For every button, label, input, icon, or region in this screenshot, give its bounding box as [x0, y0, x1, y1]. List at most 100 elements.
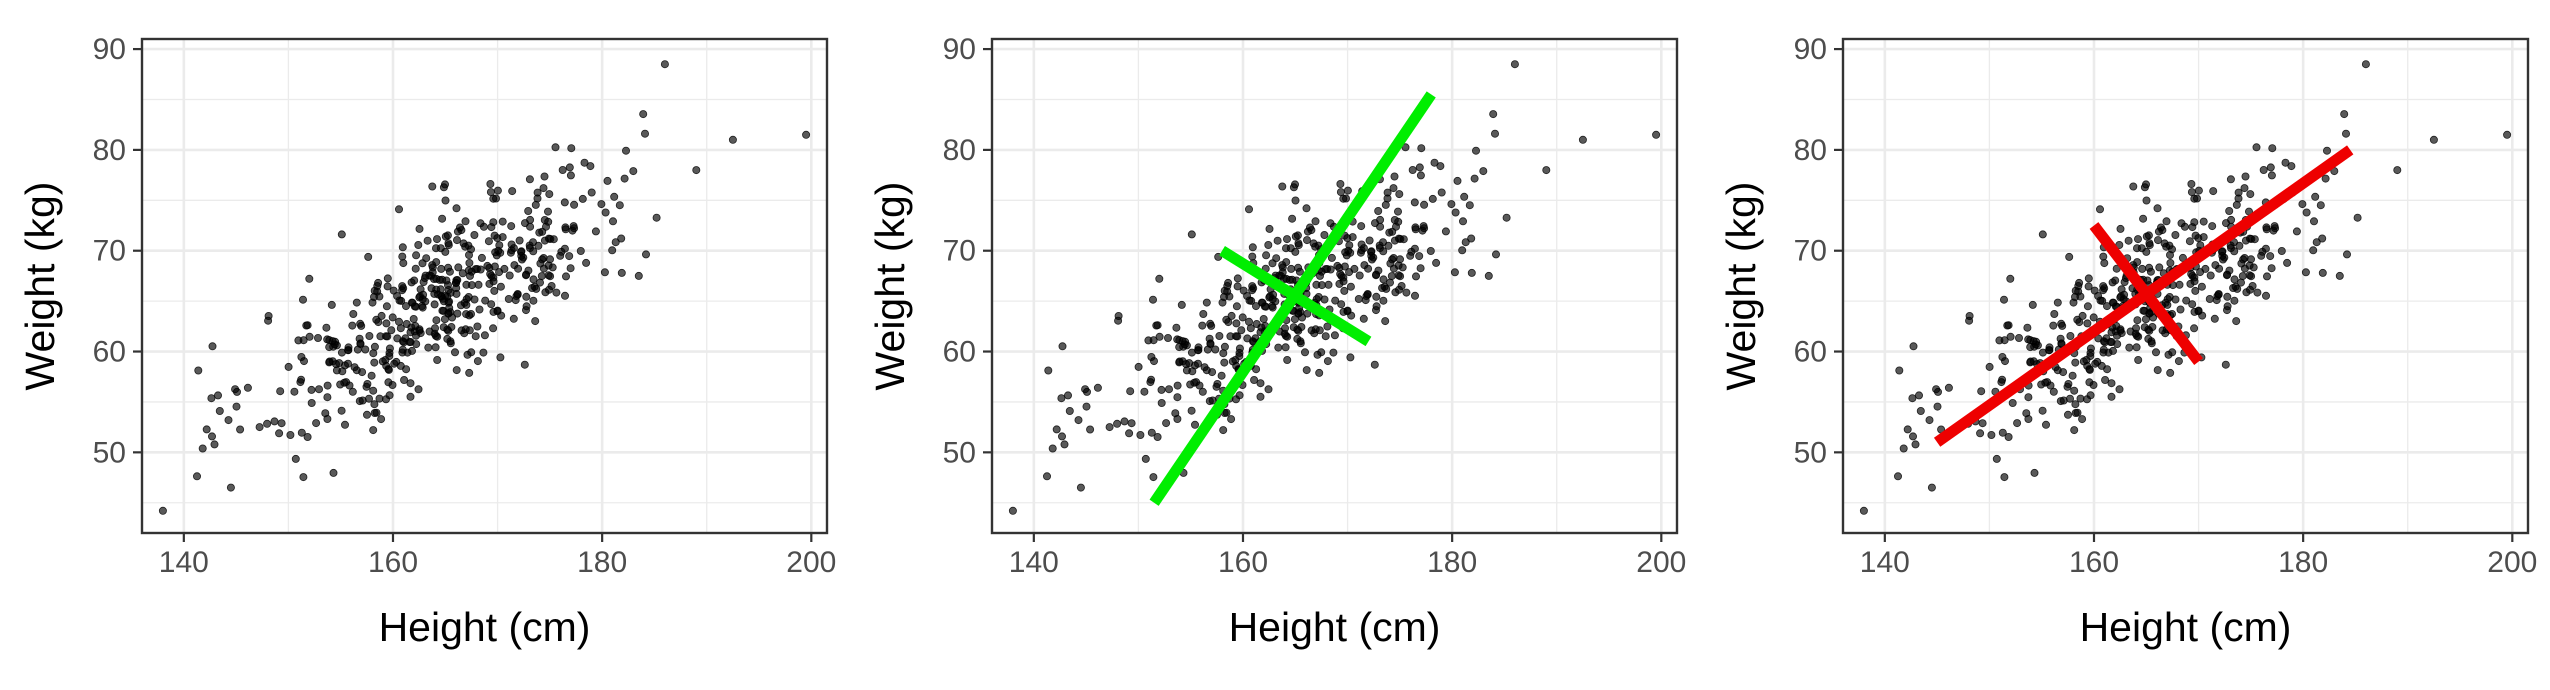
data-point [601, 208, 610, 217]
data-point [441, 196, 450, 205]
data-point [578, 194, 587, 203]
data-point [586, 162, 595, 171]
data-point [415, 325, 424, 334]
data-point [398, 243, 407, 252]
data-point [1376, 215, 1385, 224]
data-point [525, 175, 534, 184]
y-tick-label: 60 [93, 336, 126, 369]
data-point [2309, 217, 2318, 226]
data-point [1199, 309, 1208, 318]
data-point [2008, 398, 2017, 407]
x-tick-label: 140 [159, 546, 209, 579]
data-point [255, 423, 264, 432]
data-point [1082, 402, 1091, 411]
x-tick-label: 160 [2069, 546, 2119, 579]
data-point [539, 264, 548, 273]
data-point [1916, 406, 1925, 415]
data-point [1985, 362, 1994, 371]
data-point [207, 432, 216, 441]
data-point [2178, 253, 2187, 262]
data-point [2100, 259, 2109, 268]
data-point [2223, 302, 2232, 311]
data-point [407, 323, 416, 332]
data-point [1125, 429, 1134, 438]
data-point [2199, 217, 2208, 226]
data-point [1227, 311, 1236, 320]
data-point [540, 236, 549, 245]
data-point [1330, 331, 1339, 340]
data-point [570, 224, 579, 233]
data-point [370, 286, 379, 295]
data-point [477, 253, 486, 262]
data-point [423, 236, 432, 245]
data-point [1147, 375, 1156, 384]
data-point [369, 386, 378, 395]
data-point [1153, 321, 1162, 330]
data-point [1343, 186, 1352, 195]
data-point [1489, 110, 1498, 119]
data-point [1502, 213, 1511, 222]
data-point [2073, 408, 2082, 417]
data-point [439, 306, 448, 315]
data-point [533, 194, 542, 203]
data-point [1345, 268, 1354, 277]
data-point [562, 272, 571, 281]
data-point [1283, 235, 1292, 244]
data-point [457, 226, 466, 235]
data-point [2190, 324, 2199, 333]
data-point [2068, 371, 2077, 380]
data-point [2267, 171, 2276, 180]
data-point [388, 313, 397, 322]
data-point [327, 300, 336, 309]
data-point [2146, 267, 2155, 276]
data-point [399, 259, 408, 268]
data-point [456, 301, 465, 310]
data-point [2124, 236, 2133, 245]
data-point [1235, 352, 1244, 361]
data-point [470, 295, 479, 304]
data-point [1909, 342, 1918, 351]
data-point [1127, 419, 1136, 428]
y-tick-label: 70 [943, 235, 976, 268]
data-point [525, 241, 534, 250]
data-point [1396, 272, 1405, 281]
data-point [1294, 241, 1303, 250]
data-point [1202, 298, 1211, 307]
data-point [566, 264, 575, 273]
data-point [328, 337, 337, 346]
data-point [1933, 402, 1942, 411]
data-point [2277, 246, 2286, 255]
data-point [495, 241, 504, 250]
data-point [1264, 240, 1273, 249]
data-point [406, 379, 415, 388]
data-point [1390, 215, 1399, 224]
data-point [2246, 255, 2255, 264]
data-point [1336, 179, 1345, 188]
data-point [1206, 339, 1215, 348]
data-point [450, 348, 459, 357]
data-point [2013, 419, 2022, 428]
data-point [1992, 454, 2001, 463]
data-point [2133, 235, 2142, 244]
data-point [452, 289, 461, 298]
data-point [1105, 423, 1114, 432]
y-tick-label: 60 [943, 336, 976, 369]
data-point [1086, 425, 1095, 434]
data-point [355, 397, 364, 406]
data-point [1467, 268, 1476, 277]
data-point [2187, 179, 2196, 188]
points [158, 60, 811, 515]
data-point [2059, 368, 2068, 377]
data-point [270, 417, 279, 426]
secondary-axis-line [1219, 246, 1372, 347]
data-point [415, 292, 424, 301]
data-point [2205, 294, 2214, 303]
y-tick-label: 90 [943, 33, 976, 66]
data-point [1235, 391, 1244, 400]
data-point [1237, 326, 1246, 335]
data-point [1430, 158, 1439, 167]
data-point [1185, 359, 1194, 368]
data-point [1491, 129, 1500, 138]
data-point [2053, 298, 2062, 307]
data-point [2218, 251, 2227, 260]
